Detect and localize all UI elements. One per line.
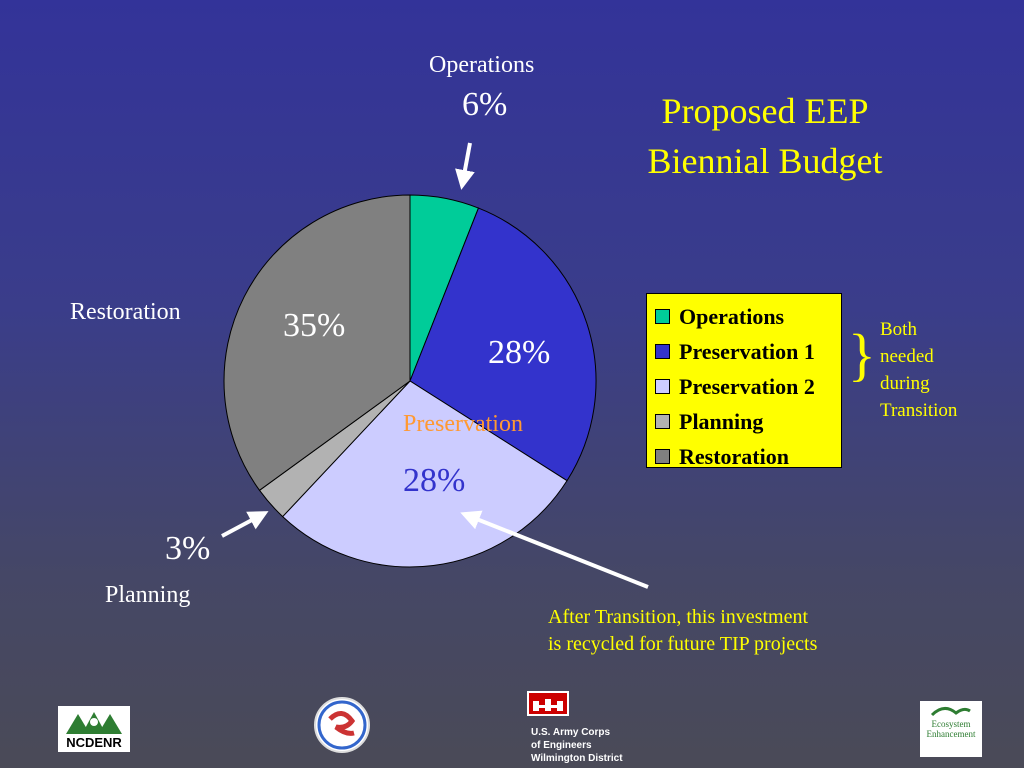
operations-percent: 6% <box>462 86 508 123</box>
legend-label: Preservation 2 <box>679 373 815 399</box>
ncdot-seal-icon <box>317 700 367 750</box>
transition-note-line-1: Both <box>880 319 917 340</box>
eco-logo-text: Ecosystem Enhancement <box>920 719 982 739</box>
recycle-note-line-2: is recycled for future TIP projects <box>548 633 818 655</box>
legend-item-preservation-1: Preservation 1 <box>655 334 841 369</box>
usace-line-3: Wilmington District <box>531 753 623 764</box>
castle-icon <box>533 699 563 711</box>
recycle-note: After Transition, this investment is rec… <box>548 604 817 658</box>
pie-slice-preservation-1 <box>409 207 597 482</box>
legend-label: Restoration <box>679 443 789 469</box>
preservation-label: Preservation <box>403 411 523 437</box>
legend-swatch <box>655 344 670 359</box>
pie-slice-restoration <box>223 194 411 492</box>
preservation2-percent: 28% <box>403 462 466 499</box>
usace-logo-text: U.S. Army Corps of Engineers Wilmington … <box>531 726 623 765</box>
operations-label: Operations <box>429 52 535 78</box>
transition-note-line-2: needed <box>880 346 934 367</box>
transition-brace: } <box>848 322 876 387</box>
ncdot-seal-logo <box>314 697 370 753</box>
chart-legend: Operations Preservation 1 Preservation 2 Pl… <box>646 293 842 469</box>
bird-icon <box>930 707 971 717</box>
legend-label: Planning <box>679 408 764 434</box>
legend-swatch <box>655 414 670 429</box>
legend-swatch <box>655 449 670 464</box>
slide-title: Proposed EEP Biennial Budget <box>600 86 930 186</box>
recycle-note-line-1: After Transition, this investment <box>548 606 808 628</box>
planning-label: Planning <box>105 582 191 608</box>
legend-swatch <box>655 379 670 394</box>
legend-item-preservation-2: Preservation 2 <box>655 369 841 404</box>
legend-item-planning: Planning <box>655 404 841 439</box>
usace-line-2: of Engineers <box>531 740 592 751</box>
transition-note-line-3: during <box>880 373 930 394</box>
title-line-2: Biennial Budget <box>647 141 883 181</box>
legend-label: Preservation 1 <box>679 338 815 364</box>
legend-item-operations: Operations <box>655 299 841 334</box>
ncdenr-emblem-icon <box>66 712 122 734</box>
legend-swatch <box>655 309 670 324</box>
eco-line-2: Enhancement <box>926 729 976 739</box>
transition-note-line-4: Transition <box>880 400 958 421</box>
planning-percent: 3% <box>165 530 211 567</box>
legend-item-restoration: Restoration <box>655 439 841 474</box>
ncdenr-logo: NCDENR <box>58 706 130 752</box>
eco-line-1: Ecosystem <box>931 719 971 729</box>
restoration-percent: 35% <box>283 307 346 344</box>
preservation1-percent: 28% <box>488 334 551 371</box>
ecosystem-enhancement-logo: Ecosystem Enhancement <box>920 701 982 757</box>
transition-note: Both needed during Transition <box>880 316 957 424</box>
legend-label: Operations <box>679 303 785 329</box>
title-line-1: Proposed EEP <box>661 91 869 131</box>
restoration-label: Restoration <box>70 299 181 325</box>
usace-line-1: U.S. Army Corps <box>531 727 611 738</box>
usace-castle-logo <box>527 691 569 716</box>
ncdenr-logo-text: NCDENR <box>66 735 122 750</box>
